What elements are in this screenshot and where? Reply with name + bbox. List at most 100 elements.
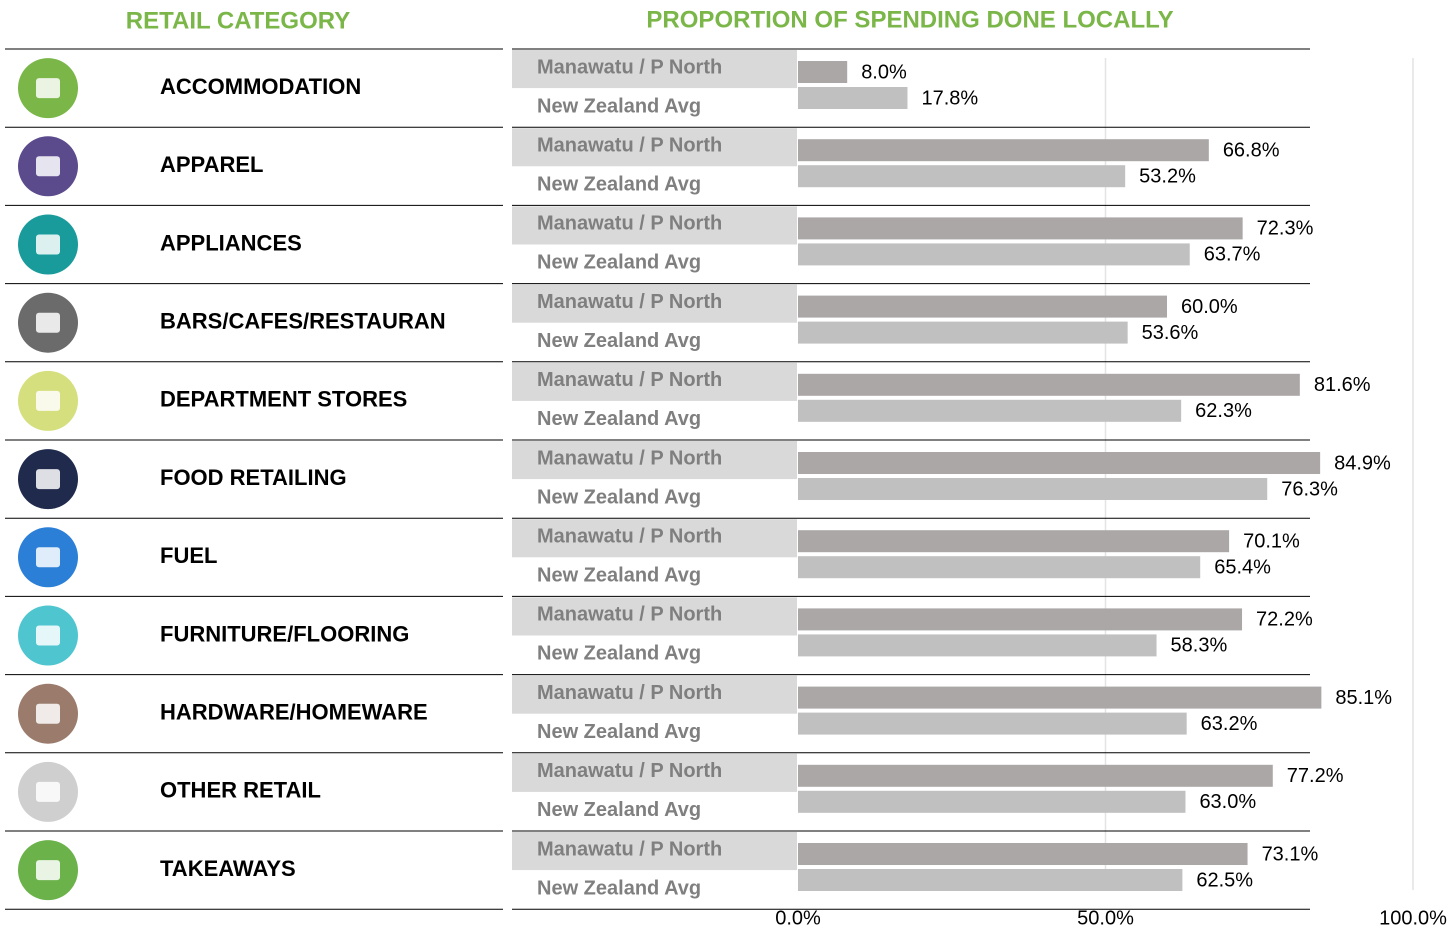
bar	[798, 686, 1322, 709]
value-label: 53.6%	[1142, 322, 1199, 344]
bar	[798, 139, 1209, 162]
bar	[798, 165, 1126, 188]
series-label: New Zealand Avg	[537, 799, 701, 821]
bar	[798, 530, 1230, 553]
series-label: Manawatu / P North	[537, 682, 722, 704]
category-header: RETAIL CATEGORY	[126, 7, 350, 34]
bar	[798, 243, 1190, 266]
series-label: New Zealand Avg	[537, 408, 701, 430]
category-label: FUEL	[160, 543, 217, 568]
icon-glyph	[36, 547, 60, 568]
value-label: 62.3%	[1195, 400, 1252, 422]
category-label: HARDWARE/HOMEWARE	[160, 700, 428, 725]
x-tick-label: 50.0%	[1077, 907, 1134, 929]
x-tick-label: 100.0%	[1379, 907, 1447, 929]
value-label: 60.0%	[1181, 296, 1238, 318]
value-label: 70.1%	[1243, 530, 1300, 552]
icon-glyph	[36, 781, 60, 802]
series-label: Manawatu / P North	[537, 447, 722, 469]
value-label: 17.8%	[921, 87, 978, 109]
value-label: 63.2%	[1201, 713, 1258, 735]
value-label: 76.3%	[1281, 478, 1338, 500]
series-label: Manawatu / P North	[537, 56, 722, 78]
bar	[798, 373, 1300, 396]
category-label: OTHER RETAIL	[160, 778, 321, 803]
icon-glyph	[36, 860, 60, 881]
series-label: Manawatu / P North	[537, 604, 722, 626]
bar	[798, 634, 1157, 657]
category-label: APPLIANCES	[160, 230, 302, 255]
value-label: 63.0%	[1199, 791, 1256, 813]
value-label: 73.1%	[1262, 843, 1319, 865]
value-label: 65.4%	[1214, 556, 1271, 578]
value-label: 72.2%	[1256, 609, 1313, 631]
series-label-bg	[512, 753, 797, 792]
bar	[798, 87, 908, 109]
series-label: Manawatu / P North	[537, 760, 722, 782]
icon-glyph	[36, 390, 60, 411]
series-label: Manawatu / P North	[537, 369, 722, 391]
icon-glyph	[36, 156, 60, 177]
bar	[798, 217, 1243, 240]
bar	[798, 61, 848, 83]
category-label: BARS/CAFES/RESTAURAN	[160, 309, 446, 334]
series-label: New Zealand Avg	[537, 173, 701, 195]
series-label: New Zealand Avg	[537, 721, 701, 743]
category-label: ACCOMMODATION	[160, 74, 361, 99]
bar	[798, 712, 1187, 735]
bar	[798, 556, 1201, 579]
bar	[798, 478, 1268, 500]
category-label: DEPARTMENT STORES	[160, 387, 407, 412]
bar	[798, 608, 1243, 631]
series-label-bg	[512, 832, 797, 871]
chart-title: PROPORTION OF SPENDING DONE LOCALLY	[646, 6, 1173, 33]
series-label: Manawatu / P North	[537, 525, 722, 547]
value-label: 62.5%	[1196, 869, 1253, 891]
value-label: 81.6%	[1314, 374, 1371, 396]
x-tick-label: 0.0%	[775, 907, 821, 929]
category-label: TAKEAWAYS	[160, 856, 296, 881]
series-label: New Zealand Avg	[537, 486, 701, 508]
series-label: New Zealand Avg	[537, 877, 701, 899]
value-label: 63.7%	[1204, 244, 1261, 266]
icon-glyph	[36, 625, 60, 646]
icon-glyph	[36, 312, 60, 333]
series-label-bg	[512, 441, 797, 480]
category-label: FURNITURE/FLOORING	[160, 621, 409, 646]
series-label-bg	[512, 206, 797, 245]
value-label: 53.2%	[1139, 165, 1196, 187]
value-label: 58.3%	[1171, 635, 1228, 657]
bar	[798, 295, 1167, 318]
series-label: New Zealand Avg	[537, 252, 701, 274]
series-label: New Zealand Avg	[537, 95, 701, 117]
series-label: Manawatu / P North	[537, 213, 722, 235]
bar	[798, 790, 1186, 813]
icon-glyph	[36, 78, 60, 99]
icon-glyph	[36, 234, 60, 255]
series-label-bg	[512, 597, 797, 636]
series-label-bg	[512, 284, 797, 323]
series-label: Manawatu / P North	[537, 838, 722, 860]
icon-glyph	[36, 703, 60, 724]
category-label: APPAREL	[160, 152, 264, 177]
bar	[798, 321, 1128, 344]
category-label: FOOD RETAILING	[160, 465, 347, 490]
icon-glyph	[36, 469, 60, 490]
bar	[798, 452, 1321, 474]
bar	[798, 399, 1182, 422]
value-label: 84.9%	[1334, 452, 1391, 474]
series-label: Manawatu / P North	[537, 134, 722, 156]
bar	[798, 869, 1183, 891]
value-label: 77.2%	[1287, 765, 1344, 787]
value-label: 72.3%	[1257, 218, 1314, 240]
value-label: 85.1%	[1335, 687, 1392, 709]
bar	[798, 843, 1248, 865]
series-label-bg	[512, 519, 797, 558]
series-label: New Zealand Avg	[537, 330, 701, 352]
series-label: New Zealand Avg	[537, 643, 701, 665]
series-label-bg	[512, 50, 797, 89]
series-label: Manawatu / P North	[537, 291, 722, 313]
value-label: 8.0%	[861, 61, 907, 83]
series-label-bg	[512, 675, 797, 714]
